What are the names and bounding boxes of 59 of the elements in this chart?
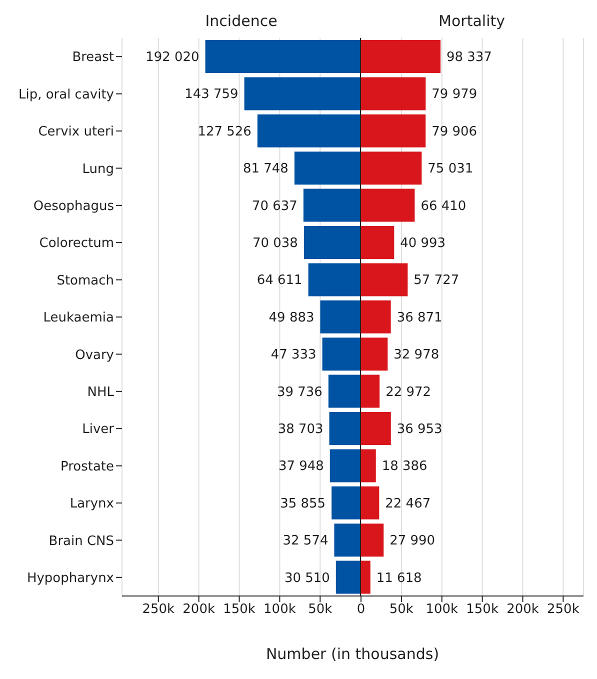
- data-label: 37 948: [278, 459, 324, 474]
- x-tick-label: 50k: [388, 602, 414, 618]
- y-tick-label: NHL: [87, 385, 115, 400]
- data-label: 70 637: [252, 198, 298, 214]
- y-tick-label: Colorectum: [39, 236, 114, 252]
- data-label: 38 703: [278, 422, 324, 438]
- y-tick-label: Prostate: [60, 459, 114, 474]
- data-label: 36 871: [396, 310, 442, 326]
- data-label: 79 979: [431, 87, 477, 102]
- chart-title: Mortality: [438, 12, 506, 30]
- x-tick-label: 150k: [466, 602, 499, 618]
- x-tick-label: 0: [356, 602, 365, 618]
- data-label: 98 337: [446, 50, 492, 66]
- x-tick-label: 100k: [264, 602, 296, 618]
- data-label: 40 993: [400, 236, 446, 252]
- data-label: 27 990: [389, 534, 435, 549]
- data-label: 143 759: [184, 87, 238, 102]
- x-axis-title: Number (in thousands): [264, 645, 440, 663]
- y-tick-label: Stomach: [56, 273, 114, 288]
- y-tick-label: Ovary: [75, 348, 114, 363]
- y-tick-label: Oesophagus: [33, 199, 114, 214]
- data-label: 39 736: [277, 384, 322, 400]
- data-label: 49 883: [268, 310, 314, 326]
- y-tick-label: Leukaemia: [43, 310, 114, 326]
- data-label: 11 618: [376, 570, 422, 586]
- x-tick-label: 50k: [308, 602, 333, 618]
- x-tick-label: 250k: [546, 602, 580, 618]
- data-label: 127 526: [198, 124, 252, 140]
- y-tick-label: Breast: [72, 50, 114, 66]
- data-label: 66 410: [420, 198, 466, 214]
- data-label: 75 031: [427, 162, 473, 177]
- data-label: 192 020: [146, 50, 200, 66]
- data-label: 47 333: [270, 348, 316, 363]
- data-label: 32 978: [393, 348, 439, 363]
- data-label: 79 906: [431, 124, 477, 140]
- data-label: 30 510: [284, 570, 330, 586]
- y-tick-label: Liver: [82, 422, 115, 438]
- data-label: 57 727: [413, 273, 459, 288]
- data-label: 22 467: [384, 496, 430, 512]
- y-tick-label: Lung: [82, 162, 114, 177]
- x-tick-label: 100k: [425, 602, 458, 618]
- data-label: 22 972: [385, 384, 431, 400]
- data-label: 18 386: [381, 459, 427, 474]
- x-tick-label: 250k: [142, 602, 176, 618]
- y-tick-label: Lip, oral cavity: [18, 87, 114, 102]
- data-label: 35 855: [280, 496, 326, 512]
- y-tick-label: Larynx: [70, 496, 114, 512]
- x-tick-label: 200k: [182, 602, 216, 618]
- y-tick-label: Brain CNS: [48, 534, 114, 549]
- data-label: 36 953: [396, 422, 442, 438]
- data-label: 81 748: [243, 162, 288, 177]
- y-tick-label: Cervix uteri: [38, 124, 114, 140]
- data-label: 32 574: [282, 534, 328, 549]
- chart-title: Incidence: [204, 12, 278, 30]
- y-tick-label: Hypopharynx: [26, 571, 114, 586]
- data-label: 70 038: [252, 236, 298, 252]
- data-label: 64 611: [256, 273, 302, 288]
- x-tick-label: 150k: [223, 602, 256, 618]
- x-tick-label: 200k: [506, 602, 539, 618]
